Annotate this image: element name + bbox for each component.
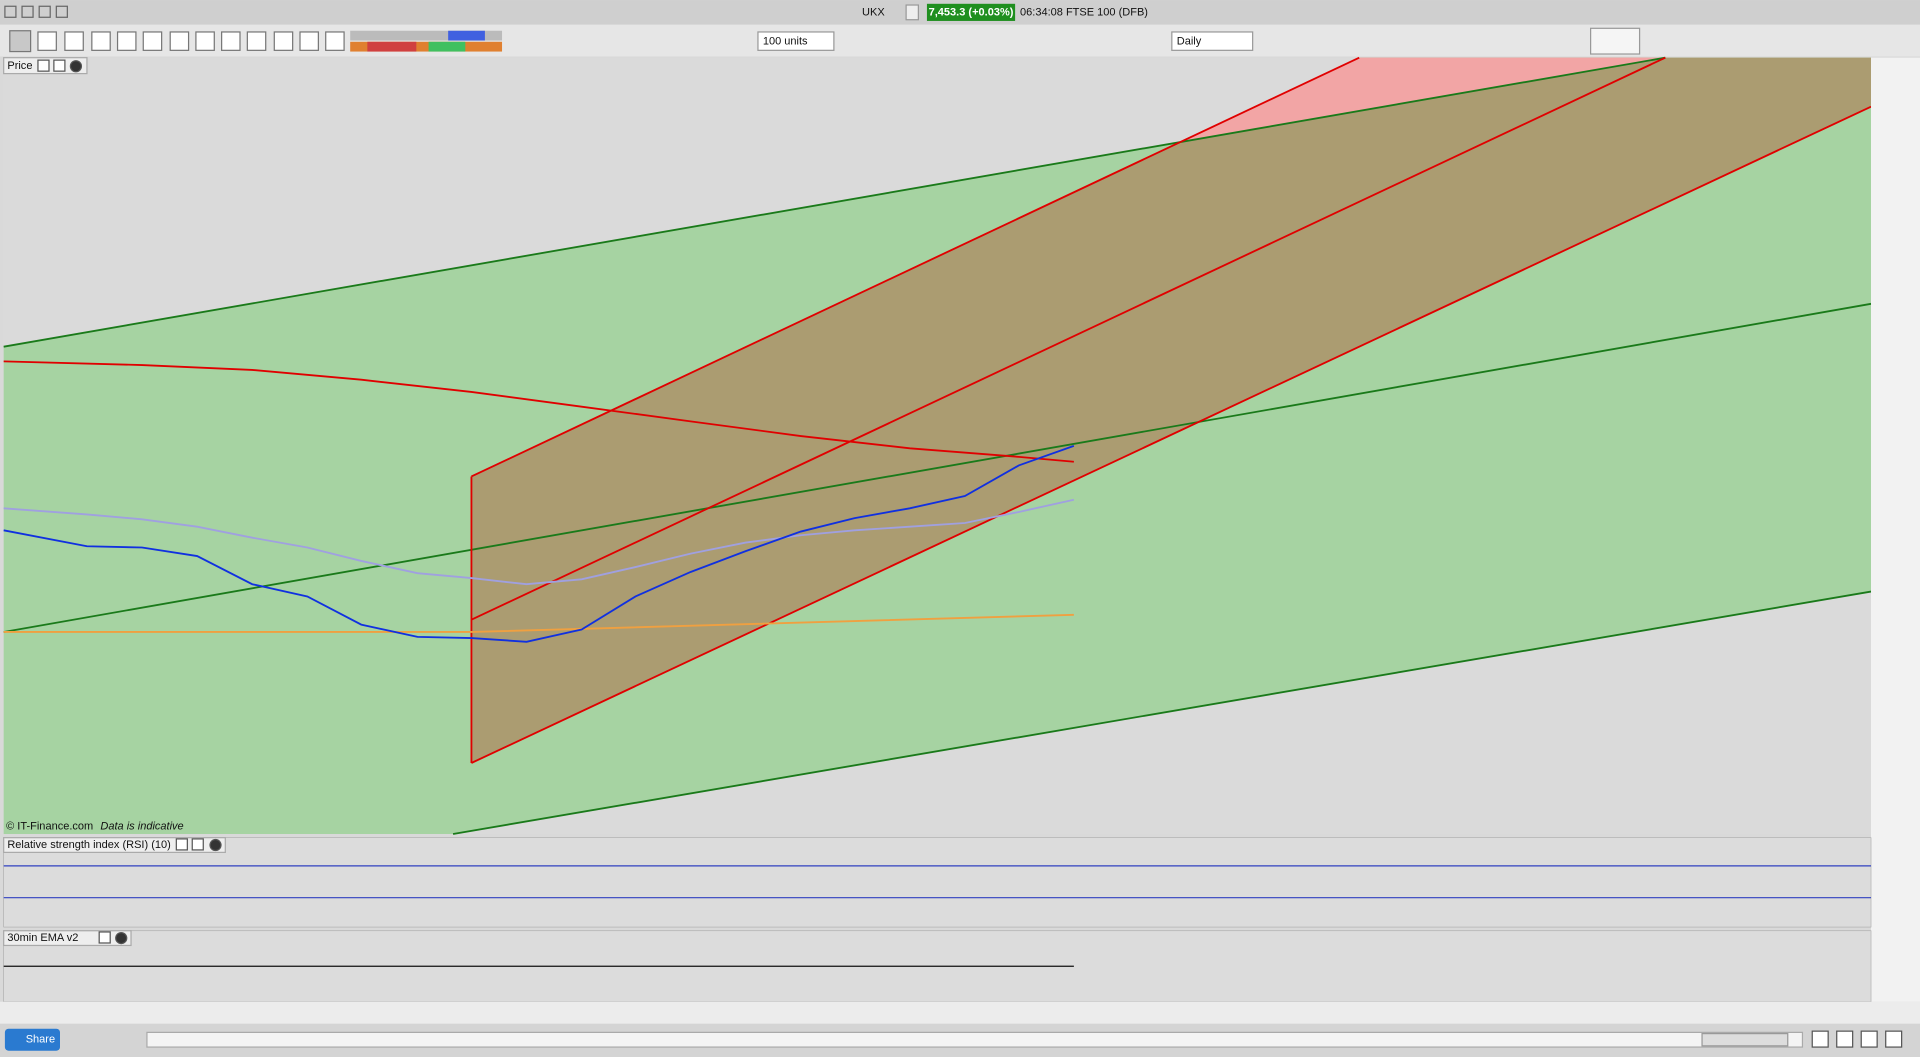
tool-icons[interactable] [9, 30, 345, 53]
copyright: © IT-Finance.com [6, 821, 93, 833]
rsi-pane [3, 837, 1872, 928]
scroll-thumb[interactable] [1701, 1032, 1789, 1047]
indicator-button[interactable] [1590, 27, 1641, 55]
rsi-title: Relative strength index (RSI) (10) [7, 839, 170, 851]
size-select[interactable] [757, 31, 835, 51]
info-icon[interactable] [905, 4, 919, 21]
price-badge: 7,453.3 (+0.03%) [929, 6, 1014, 18]
window-controls[interactable] [4, 5, 68, 18]
interval-select-text: Daily [1177, 36, 1202, 48]
share-label: Share [26, 1034, 55, 1046]
color-palette[interactable] [350, 30, 503, 52]
rsi-header [3, 837, 226, 853]
status: 06:34:08 FTSE 100 (DFB) [1020, 6, 1148, 18]
size-select-text: 100 units [763, 36, 808, 48]
pane-buttons[interactable] [98, 931, 128, 945]
footer-note: Data is indicative [100, 821, 183, 833]
ema-title: 30min EMA v2 [7, 932, 78, 944]
pane-buttons[interactable] [175, 838, 222, 852]
price-title: Price [7, 60, 32, 72]
interval-select[interactable] [1171, 31, 1254, 51]
scrollbar[interactable] [146, 1031, 1804, 1048]
value-axis [1871, 57, 1920, 1002]
price-badge-bg [926, 3, 1016, 21]
date-axis [0, 1001, 1920, 1024]
red-channel-fill [471, 57, 1872, 763]
share-button[interactable] [4, 1028, 60, 1051]
zoom-buttons[interactable] [1811, 1030, 1903, 1048]
symbol: UKX [862, 6, 885, 18]
trend-lines [3, 56, 1872, 835]
pane-buttons[interactable] [37, 59, 83, 73]
